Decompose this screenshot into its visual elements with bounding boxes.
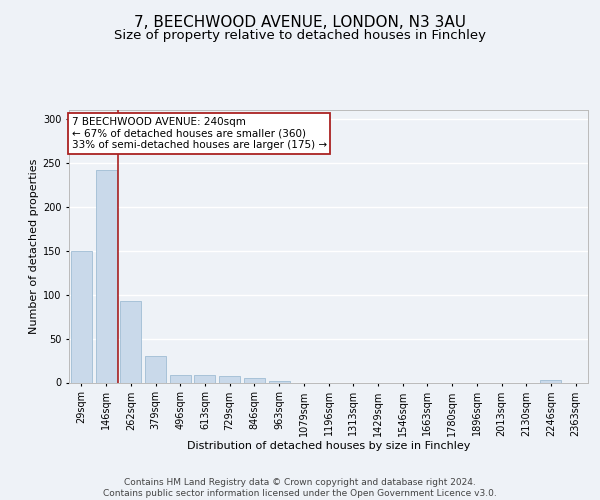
Bar	[71, 250, 92, 382]
Y-axis label: Number of detached properties: Number of detached properties	[29, 158, 38, 334]
Bar	[170, 376, 191, 382]
Bar	[120, 300, 141, 382]
Bar	[244, 378, 265, 382]
X-axis label: Distribution of detached houses by size in Finchley: Distribution of detached houses by size …	[187, 441, 470, 451]
Bar	[95, 170, 116, 382]
Bar	[145, 356, 166, 382]
Bar	[269, 380, 290, 382]
Text: 7, BEECHWOOD AVENUE, LONDON, N3 3AU: 7, BEECHWOOD AVENUE, LONDON, N3 3AU	[134, 15, 466, 30]
Text: 7 BEECHWOOD AVENUE: 240sqm
← 67% of detached houses are smaller (360)
33% of sem: 7 BEECHWOOD AVENUE: 240sqm ← 67% of deta…	[71, 117, 327, 150]
Bar	[219, 376, 240, 382]
Text: Size of property relative to detached houses in Finchley: Size of property relative to detached ho…	[114, 29, 486, 42]
Text: Contains HM Land Registry data © Crown copyright and database right 2024.
Contai: Contains HM Land Registry data © Crown c…	[103, 478, 497, 498]
Bar	[194, 376, 215, 382]
Bar	[541, 380, 562, 382]
